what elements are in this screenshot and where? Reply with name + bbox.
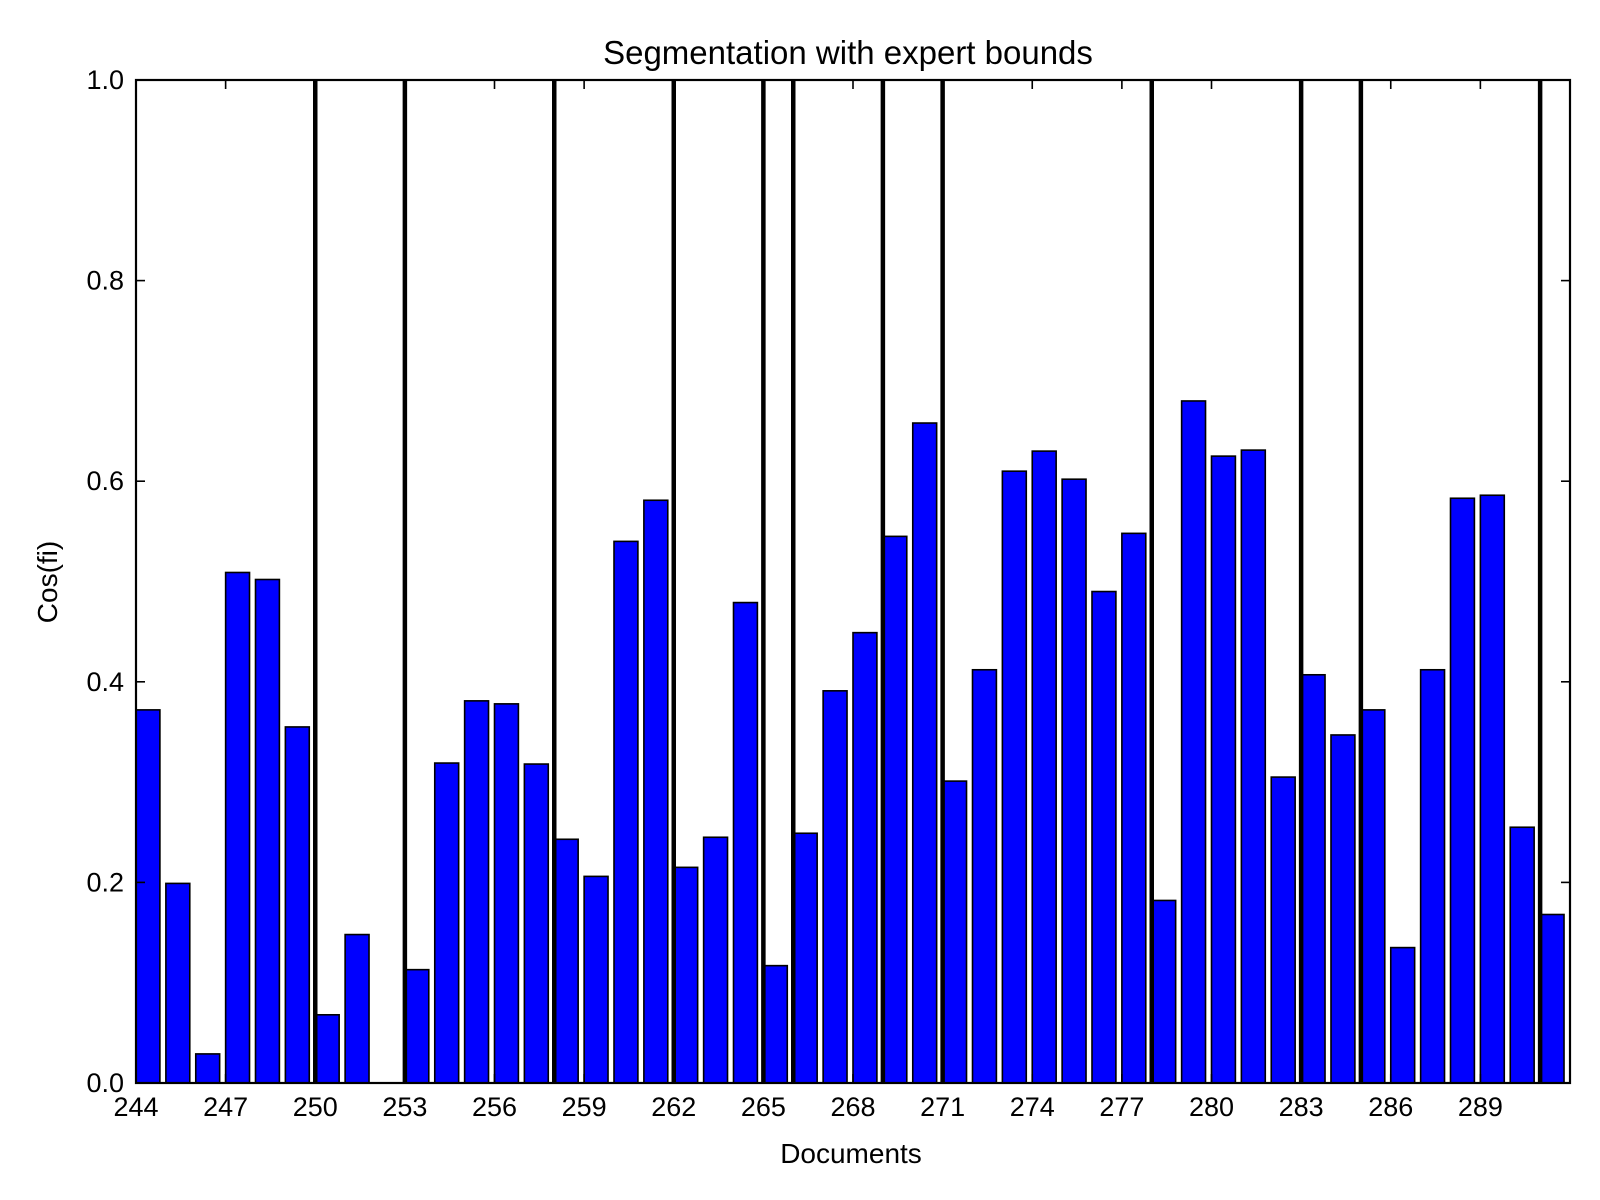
y-tick-label: 1.0 <box>86 65 124 95</box>
bar-283 <box>1300 673 1326 1084</box>
x-tick-label: 256 <box>472 1092 517 1122</box>
bar-273 <box>1001 470 1028 1084</box>
x-tick-label: 289 <box>1458 1092 1503 1122</box>
bar-254 <box>433 762 460 1084</box>
x-tick-label: 274 <box>1010 1092 1055 1122</box>
bar-262 <box>672 866 699 1084</box>
bar-263 <box>702 836 729 1084</box>
bar-259 <box>583 875 609 1084</box>
y-tick-label: 0.4 <box>86 667 124 697</box>
x-tick-label: 286 <box>1368 1092 1413 1122</box>
x-tick-label: 265 <box>741 1092 786 1122</box>
bar-272 <box>971 668 998 1084</box>
bar-255 <box>463 700 490 1084</box>
bar-278 <box>1150 899 1177 1084</box>
bar-289 <box>1479 494 1506 1084</box>
bar-257 <box>523 763 550 1084</box>
bar-246 <box>194 1053 221 1084</box>
bar-288 <box>1449 497 1476 1084</box>
bar-256 <box>493 703 520 1084</box>
bar-266 <box>792 832 818 1084</box>
bar-281 <box>1240 449 1267 1084</box>
bar-248 <box>254 578 281 1084</box>
x-tick-label: 247 <box>203 1092 248 1122</box>
y-tick-label: 0.8 <box>86 266 124 296</box>
bar-280 <box>1210 455 1237 1084</box>
bar-251 <box>344 933 370 1084</box>
bar-267 <box>822 690 848 1084</box>
bar-269 <box>882 535 908 1084</box>
expert-bounds-layer <box>313 80 1543 1083</box>
bar-247 <box>224 571 251 1084</box>
bar-268 <box>852 631 878 1084</box>
bar-244 <box>135 709 161 1084</box>
bar-282 <box>1270 776 1296 1084</box>
bar-270 <box>911 422 938 1084</box>
bar-277 <box>1121 532 1147 1084</box>
bars-layer <box>135 400 1565 1084</box>
bar-264 <box>732 601 759 1084</box>
bar-276 <box>1091 590 1117 1084</box>
x-axis-label: Documents <box>780 1138 922 1169</box>
bar-279 <box>1180 400 1207 1084</box>
x-tick-label: 253 <box>382 1092 427 1122</box>
y-axis-label: Cos(fi) <box>32 541 63 623</box>
bar-249 <box>284 726 311 1084</box>
bar-287 <box>1419 668 1446 1084</box>
x-tick-label: 244 <box>113 1092 158 1122</box>
y-tick-label: 0.0 <box>86 1068 124 1098</box>
bar-271 <box>941 780 968 1084</box>
bar-275 <box>1061 478 1087 1084</box>
x-tick-label: 259 <box>562 1092 607 1122</box>
x-tick-label: 277 <box>1099 1092 1144 1122</box>
bar-253 <box>404 968 430 1084</box>
x-tick-label: 250 <box>293 1092 338 1122</box>
bar-274 <box>1031 450 1057 1084</box>
bar-261 <box>643 499 669 1084</box>
x-tick-label: 262 <box>651 1092 696 1122</box>
bar-286 <box>1389 946 1416 1084</box>
bar-285 <box>1360 709 1386 1084</box>
y-tick-label: 0.2 <box>86 867 124 897</box>
bar-265 <box>762 964 789 1084</box>
bar-291 <box>1539 913 1565 1084</box>
bar-245 <box>165 882 191 1084</box>
y-tick-label: 0.6 <box>86 466 124 496</box>
x-tick-label: 271 <box>920 1092 965 1122</box>
bar-258 <box>553 838 579 1084</box>
bar-260 <box>613 540 639 1084</box>
x-tick-label: 280 <box>1189 1092 1234 1122</box>
x-tick-label: 283 <box>1279 1092 1324 1122</box>
bar-250 <box>314 1013 340 1084</box>
chart-title: Segmentation with expert bounds <box>603 34 1093 71</box>
bar-284 <box>1330 734 1356 1084</box>
x-tick-label: 268 <box>830 1092 875 1122</box>
axes-layer: 0.0 0.2 0.4 0.6 0.8 1.0 244 247 250 253 256 259 262 2… <box>86 65 1572 1122</box>
bar-290 <box>1509 826 1535 1084</box>
